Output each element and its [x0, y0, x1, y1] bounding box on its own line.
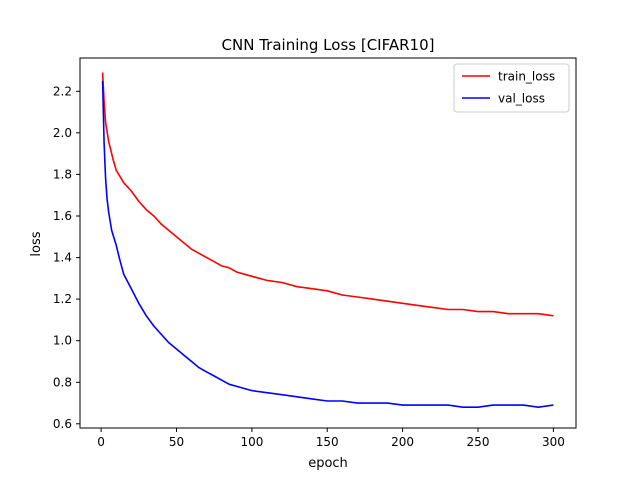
series-line-val-loss	[101, 80, 554, 409]
y-tick-label: 1.6	[53, 209, 72, 223]
legend-label: val_loss	[498, 92, 545, 106]
y-tick-label: 1.0	[53, 334, 72, 348]
y-tick-label: 2.2	[53, 84, 72, 98]
x-tick-label: 100	[240, 435, 263, 449]
y-tick-label: 1.4	[53, 251, 72, 265]
legend-label: train_loss	[498, 70, 555, 84]
y-tick-label: 1.8	[53, 167, 72, 181]
chart-title: CNN Training Loss [CIFAR10]	[222, 36, 435, 54]
y-tick-label: 1.2	[53, 292, 72, 306]
y-tick-label: 2.0	[53, 126, 72, 140]
y-axis-label: loss	[29, 231, 44, 256]
x-tick-label: 200	[391, 435, 414, 449]
y-tick-label: 0.6	[53, 417, 72, 431]
x-tick-label: 50	[169, 435, 184, 449]
x-tick-label: 150	[316, 435, 339, 449]
x-tick-label: 250	[467, 435, 490, 449]
x-tick-label: 0	[97, 435, 105, 449]
x-axis-label: epoch	[308, 456, 348, 471]
series-line-train-loss	[101, 72, 554, 317]
series-lines	[101, 72, 554, 409]
y-tick-label: 0.8	[53, 375, 72, 389]
legend: train_loss val_loss	[453, 63, 570, 113]
plot-area-frame	[79, 57, 577, 429]
axis-ticks: 0 50 100 150 200 250 300 0.6 0.8 1.0 1.2 1.4 1.6 1.8 2…	[53, 84, 565, 449]
x-tick-label: 300	[542, 435, 565, 449]
